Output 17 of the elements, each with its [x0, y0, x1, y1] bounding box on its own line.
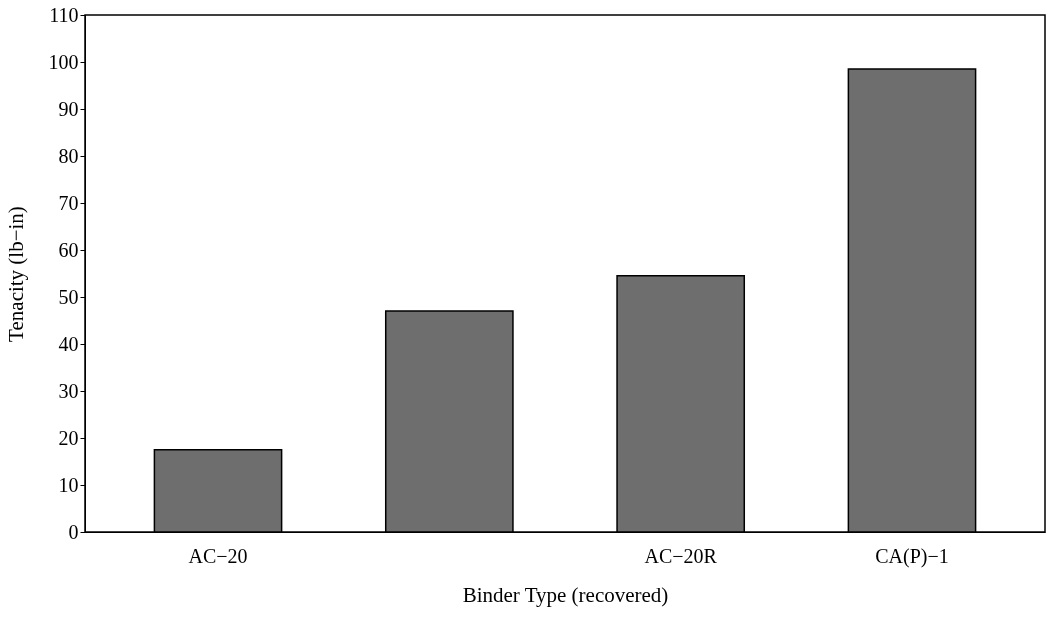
y-axis-title: Tenacity (lb−in) — [3, 206, 28, 342]
y-tick-label: 70 — [58, 191, 79, 214]
y-tick-label: 60 — [58, 238, 79, 261]
y-tick-label: 0 — [68, 520, 79, 543]
y-tick-label: 20 — [58, 426, 79, 449]
y-tick-label: 10 — [58, 473, 79, 496]
y-tick-label: 100 — [48, 50, 79, 73]
y-tick-label: 110 — [49, 3, 79, 26]
x-tick-label: AC−20 — [188, 544, 248, 567]
x-tick-label: AC−20R — [644, 544, 718, 567]
y-tick-label: 90 — [58, 97, 79, 120]
x-tick-label: CA(P)−1 — [875, 544, 949, 568]
y-tick-label: 30 — [58, 379, 79, 402]
x-axis-title: Binder Type (recovered) — [462, 582, 669, 607]
y-tick-label: 50 — [58, 285, 79, 308]
y-tick-label: 80 — [58, 144, 79, 167]
y-tick-label: 40 — [58, 332, 79, 355]
